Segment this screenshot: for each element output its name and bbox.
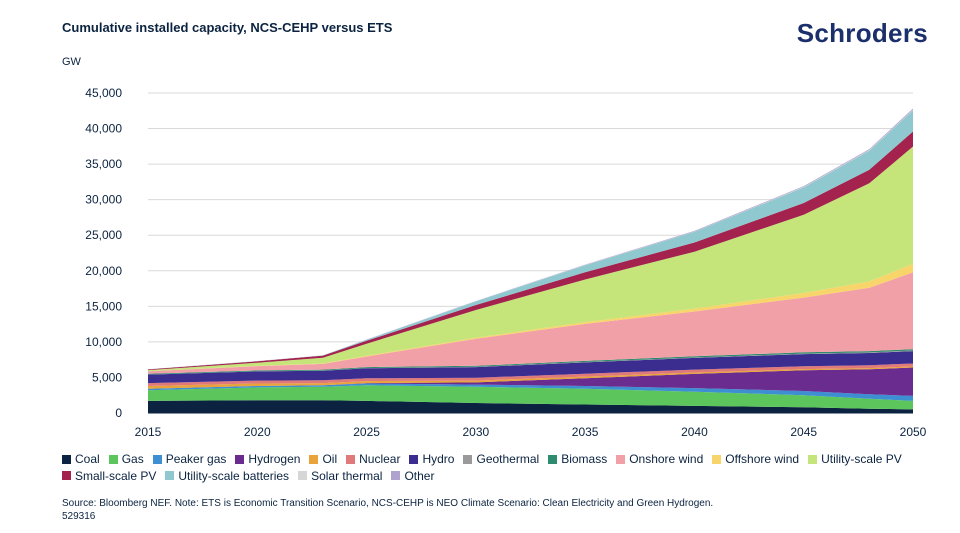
legend-label: Onshore wind bbox=[629, 452, 704, 466]
stacked-area-chart: 0 5,000 10,000 15,000 20,000 25,000 30,000 35,0… bbox=[85, 86, 927, 439]
legend-item: Solar thermal bbox=[298, 468, 382, 484]
legend-item: Geothermal bbox=[463, 451, 539, 467]
legend-item: Peaker gas bbox=[152, 451, 227, 467]
x-tick-label: 2015 bbox=[135, 425, 162, 439]
x-tick-label: 2045 bbox=[790, 425, 817, 439]
legend-item: Hydro bbox=[409, 451, 454, 467]
x-tick-label: 2040 bbox=[681, 425, 708, 439]
legend-swatch bbox=[62, 471, 71, 480]
y-tick-label: 40,000 bbox=[85, 122, 122, 136]
legend-label: Gas bbox=[121, 452, 144, 466]
x-tick-label: 2020 bbox=[244, 425, 271, 439]
chart-legend: Coal Gas Peaker gas Hydrogen Oil Nuclear Hydro… bbox=[62, 451, 942, 484]
legend-swatch bbox=[298, 471, 308, 480]
y-tick-label: 25,000 bbox=[85, 228, 122, 242]
legend-label: Biomass bbox=[561, 452, 608, 466]
legend-label: Offshore wind bbox=[725, 452, 800, 466]
y-tick-label: 5,000 bbox=[92, 370, 122, 384]
legend-item: Coal bbox=[62, 451, 100, 467]
legend-item: Utility-scale PV bbox=[808, 451, 902, 467]
area-hydrogen bbox=[148, 367, 913, 396]
legend-swatch bbox=[409, 454, 419, 464]
x-tick-label: 2030 bbox=[463, 425, 490, 439]
legend-item: Oil bbox=[309, 451, 337, 467]
source-line: Source: Bloomberg NEF. Note: ETS is Econ… bbox=[62, 498, 714, 509]
legend-item: Biomass bbox=[548, 451, 607, 467]
legend-item: Offshore wind bbox=[712, 451, 799, 467]
y-tick-label: 45,000 bbox=[85, 86, 122, 100]
y-tick-label: 0 bbox=[115, 406, 122, 420]
legend-swatch bbox=[463, 454, 473, 464]
y-tick-label: 15,000 bbox=[85, 299, 122, 313]
area-coal bbox=[148, 400, 913, 413]
legend-swatch bbox=[391, 471, 401, 480]
y-axis-unit-label: GW bbox=[62, 56, 81, 68]
y-tick-label: 30,000 bbox=[85, 193, 122, 207]
legend-label: Hydro bbox=[422, 452, 455, 466]
area-geothermal bbox=[148, 350, 913, 375]
legend-label: Nuclear bbox=[359, 452, 401, 466]
legend-label: Oil bbox=[322, 452, 338, 466]
legend-label: Hydrogen bbox=[248, 452, 301, 466]
legend-swatch bbox=[152, 454, 162, 464]
legend-swatch bbox=[62, 454, 71, 464]
legend-label: Peaker gas bbox=[165, 452, 227, 466]
x-tick-label: 2035 bbox=[572, 425, 599, 439]
x-tick-label: 2050 bbox=[900, 425, 927, 439]
legend-item: Hydrogen bbox=[235, 451, 300, 467]
legend-item: Onshore wind bbox=[616, 451, 703, 467]
area-onshore-wind bbox=[148, 272, 913, 374]
legend-swatch bbox=[309, 454, 319, 464]
area-oil bbox=[148, 366, 913, 389]
legend-label: Solar thermal bbox=[311, 468, 383, 483]
legend-label: Small-scale PV bbox=[75, 468, 157, 483]
legend-swatch bbox=[235, 454, 245, 464]
legend-swatch bbox=[165, 471, 175, 480]
chart-title: Cumulative installed capacity, NCS-CEHP … bbox=[62, 20, 393, 35]
legend-swatch bbox=[616, 454, 626, 464]
area-biomass bbox=[148, 349, 913, 375]
legend-swatch bbox=[346, 454, 356, 464]
y-tick-label: 35,000 bbox=[85, 157, 122, 171]
legend-label: Utility-scale PV bbox=[821, 452, 902, 466]
y-tick-label: 10,000 bbox=[85, 335, 122, 349]
source-id: 529316 bbox=[62, 511, 96, 522]
legend-item: Other bbox=[391, 468, 434, 484]
legend-swatch bbox=[548, 454, 558, 464]
legend-label: Geothermal bbox=[476, 452, 540, 466]
legend-item: Utility-scale batteries bbox=[165, 468, 289, 484]
legend-label: Other bbox=[404, 468, 435, 483]
legend-label: Utility-scale batteries bbox=[178, 468, 290, 483]
legend-swatch bbox=[808, 454, 818, 464]
y-tick-label: 20,000 bbox=[85, 264, 122, 278]
legend-item: Small-scale PV bbox=[62, 468, 156, 484]
legend-item: Nuclear bbox=[346, 451, 400, 467]
legend-item: Gas bbox=[108, 451, 144, 467]
schroders-logo: Schroders bbox=[796, 18, 928, 48]
source-note: Source: Bloomberg NEF. Note: ETS is Econ… bbox=[62, 497, 942, 523]
x-tick-label: 2025 bbox=[353, 425, 380, 439]
area-hydro bbox=[148, 351, 913, 384]
legend-swatch bbox=[108, 454, 118, 464]
legend-label: Coal bbox=[75, 452, 100, 466]
area-utility-scale-pv bbox=[148, 146, 913, 372]
area-peaker-gas bbox=[148, 383, 913, 401]
area-nuclear bbox=[148, 363, 913, 386]
legend-swatch bbox=[712, 454, 722, 464]
area-gas bbox=[148, 385, 913, 410]
